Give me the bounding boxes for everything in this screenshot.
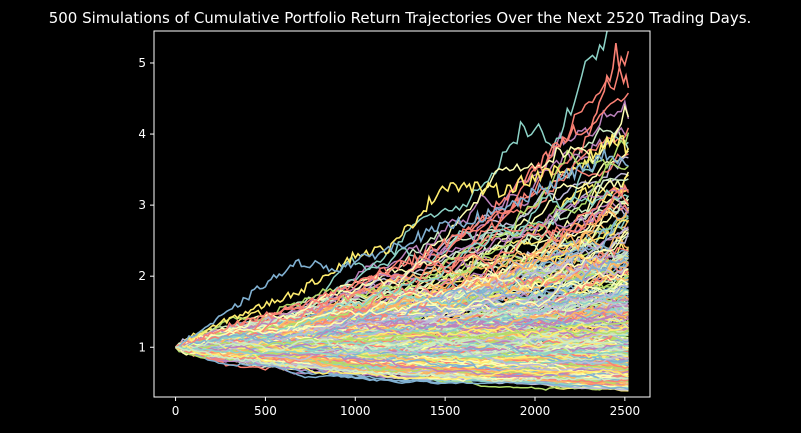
y-axis-ticks: 1 2 3 4 5 [138,56,154,354]
simulation-lines [175,31,630,392]
simulation-line [175,325,629,349]
highlight-line-high-2 [175,133,630,349]
simulation-line [175,346,629,384]
plot-frame [153,30,651,398]
simulation-line [175,346,629,391]
x-tick-label: 1000 [340,404,371,418]
simulation-line [175,284,629,351]
simulation-line [175,183,630,358]
highlight-line-max [175,43,630,348]
y-tick-label: 5 [138,56,146,70]
simulation-line [175,345,629,369]
x-tick-label: 0 [172,404,180,418]
highlight-line-high-3 [175,149,629,349]
y-tick-label: 3 [138,198,146,212]
highlight-lines [175,43,630,383]
y-tick-label: 1 [138,340,146,354]
simulation-line [175,338,629,357]
simulation-line [175,188,629,349]
y-tick-label: 2 [138,269,146,283]
chart-title: 500 Simulations of Cumulative Portfolio … [49,9,752,27]
simulation-line [175,346,629,359]
x-tick-label: 2500 [610,404,641,418]
highlight-line-low [175,346,629,383]
simulation-line [175,268,629,348]
simulation-line [175,344,629,378]
x-axis-ticks: 0 500 1000 1500 2000 2500 [172,397,640,418]
x-tick-label: 2000 [520,404,551,418]
simulation-line [175,332,629,364]
x-tick-label: 500 [254,404,277,418]
x-tick-label: 1500 [430,404,461,418]
simulation-line [175,195,630,348]
simulation-line [175,343,629,375]
y-tick-label: 4 [138,127,146,141]
